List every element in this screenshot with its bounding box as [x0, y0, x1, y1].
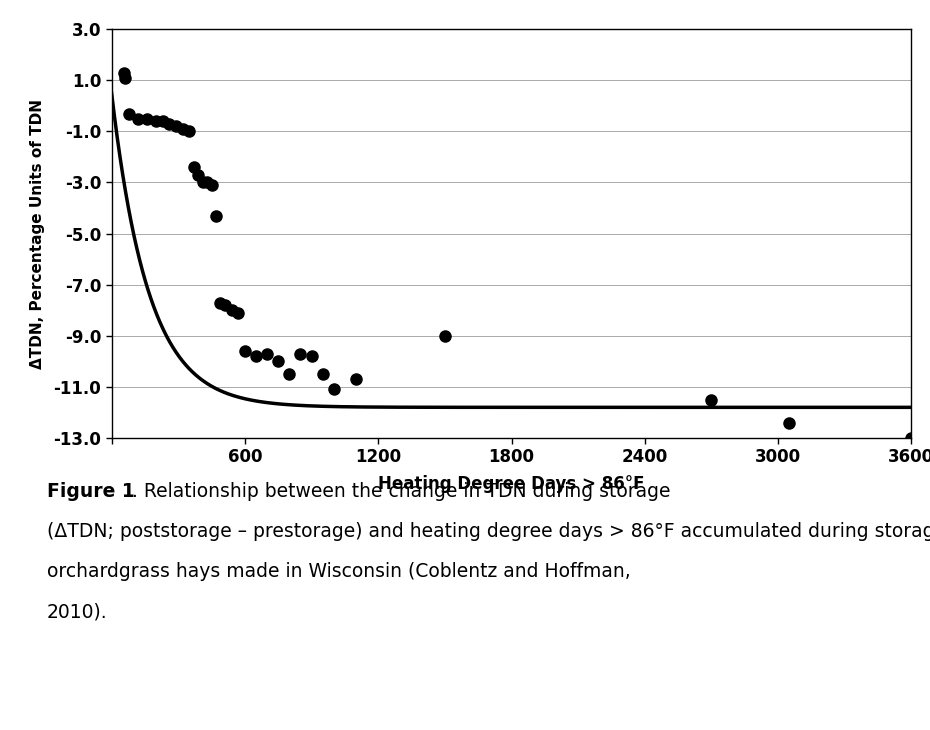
- Point: [191, 169, 206, 180]
- Point: [122, 107, 137, 119]
- Text: orchardgrass hays made in Wisconsin (Coblentz and Hoffman,: orchardgrass hays made in Wisconsin (Cob…: [46, 562, 631, 581]
- Point: [218, 299, 232, 311]
- Point: [224, 304, 239, 316]
- Point: [195, 177, 210, 188]
- Point: [326, 383, 341, 395]
- X-axis label: Heating Degree Days > 86°F: Heating Degree Days > 86°F: [379, 474, 644, 493]
- Text: Figure 1: Figure 1: [46, 482, 134, 501]
- Text: 2010).: 2010).: [46, 602, 107, 621]
- Point: [349, 373, 364, 385]
- Text: . Relationship between the change in TDN during storage: . Relationship between the change in TDN…: [132, 482, 671, 501]
- Point: [175, 123, 190, 134]
- Point: [248, 350, 263, 362]
- Point: [116, 66, 131, 78]
- Point: [200, 177, 215, 188]
- Point: [271, 356, 286, 367]
- Point: [437, 330, 452, 342]
- Point: [186, 161, 201, 173]
- Point: [204, 179, 219, 191]
- Point: [704, 393, 719, 405]
- Point: [237, 345, 252, 357]
- Point: [162, 118, 177, 129]
- Point: [782, 417, 797, 429]
- Point: [140, 112, 154, 124]
- Point: [293, 347, 308, 359]
- Point: [259, 347, 274, 359]
- Point: [304, 350, 319, 362]
- Point: [149, 115, 164, 127]
- Point: [208, 210, 223, 221]
- Point: [904, 432, 919, 444]
- Point: [282, 368, 297, 380]
- Point: [168, 120, 183, 132]
- Y-axis label: ΔTDN, Percentage Units of TDN: ΔTDN, Percentage Units of TDN: [30, 99, 45, 369]
- Point: [213, 296, 228, 308]
- Text: (ΔTDN; poststorage – prestorage) and heating degree days > 86°F accumulated duri: (ΔTDN; poststorage – prestorage) and hea…: [46, 522, 930, 541]
- Point: [315, 368, 330, 380]
- Point: [182, 126, 197, 137]
- Point: [231, 307, 246, 318]
- Point: [117, 72, 132, 83]
- Point: [155, 115, 170, 127]
- Point: [131, 112, 146, 124]
